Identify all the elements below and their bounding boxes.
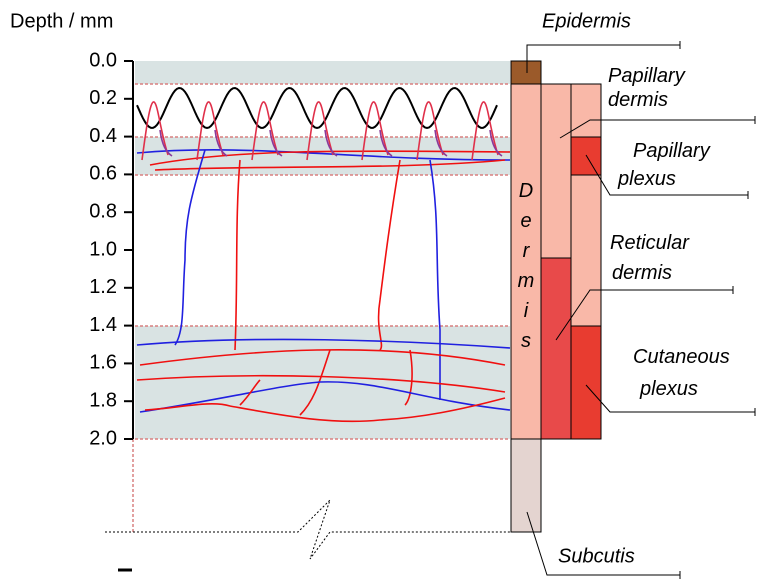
label-line: dermis [612,262,672,284]
epidermis-ridge [136,86,498,130]
subcutis-label: Subcutis [558,545,635,567]
vessel [234,159,241,351]
axis-title: Depth / mm [10,10,113,32]
ticks: 0.0 0.2 0.4 0.6 0.8 1.0 1.2 1.4 1.6 1.8 2.0 [89,49,133,449]
vessel [174,149,206,346]
label-line: Cutaneous [633,346,730,368]
label-line: Papillary [608,65,686,87]
tick-label: 0.0 [89,49,117,71]
capillary-loop [251,101,279,161]
reticular-dermis-label: Reticular dermis [610,232,690,284]
leader-line [585,384,756,416]
leader-line [526,511,681,579]
label-line: plexus [617,168,676,190]
vessels [136,149,511,423]
vessel [139,348,506,366]
vessel [377,159,401,351]
capillary-loop [269,129,283,157]
capillary-loops [141,101,503,161]
tick-label: 0.6 [89,163,117,185]
capillary-loop [324,129,338,157]
tick-label: 1.4 [89,314,117,336]
vessel [299,349,331,416]
label-line: dermis [608,89,668,111]
tick-label: 2.0 [89,427,117,449]
vessel [144,397,506,423]
epidermis-label: Epidermis [542,10,631,32]
papillary-plexus-block [570,136,602,176]
leader-line [555,286,734,341]
capillary-loop [434,129,448,157]
papillary-dermis-block [540,83,572,259]
label-line: Reticular [610,232,690,254]
leader-line [559,116,756,139]
capillary-loop [159,129,173,157]
capillary-loop [416,101,444,161]
cutaneous-plexus-block [570,325,602,440]
capillary-loop [141,101,169,161]
vessel [139,381,511,413]
label-line: Papillary [633,140,711,162]
capillary-loop [196,101,224,161]
tick-label: 0.2 [89,87,117,109]
papillary-dermis-label: Papillary dermis [608,65,686,111]
reticular-band [135,175,510,326]
tick-label: 0.8 [89,200,117,222]
vessel [136,149,511,161]
cutaneous-plexus-label: Cutaneous plexus [633,346,730,400]
leader-line [585,154,749,199]
papillary-plexus-label: Papillary plexus [617,140,711,190]
capillary-loop [306,101,334,161]
cut-line [105,499,510,560]
capillary-loop [214,129,228,157]
tick-label: 1.0 [89,238,117,260]
vessel [154,159,506,171]
reticular-dermis-block [540,257,572,440]
subcutis-block [510,438,542,533]
vessel [239,379,261,406]
vessel [136,374,506,393]
capillary-loop [361,101,389,161]
leader-line [526,41,681,73]
vessel [429,159,441,400]
epidermis-block [510,60,542,85]
capillary-loop [471,101,499,161]
tick-label: 1.8 [89,389,117,411]
tick-label: 1.6 [89,352,117,374]
tick-label: 0.4 [89,125,117,147]
tick-label: 1.2 [89,276,117,298]
vessel [136,338,511,349]
capillary-loop [379,129,393,157]
dermis-block [510,83,542,440]
label-line: plexus [639,378,698,400]
vessel [404,349,413,406]
dermis-label: Dermis [515,180,537,360]
capillary-loop [489,129,503,157]
